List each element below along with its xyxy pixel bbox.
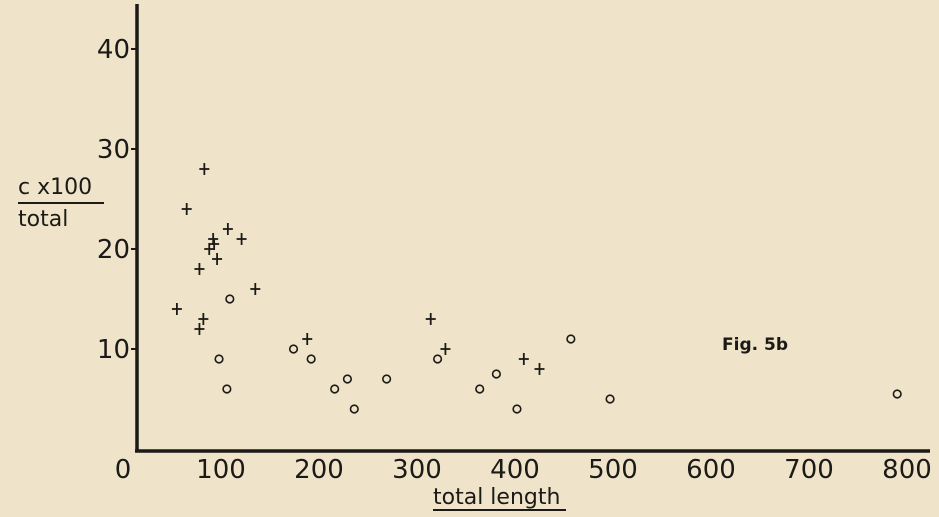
axes (135, 4, 930, 453)
circle-marker (306, 354, 316, 364)
x-tick-label: 700 (784, 455, 834, 485)
plus-marker (194, 263, 205, 275)
x-axis-title: total length (433, 485, 566, 511)
plus-marker (236, 233, 247, 245)
circle-marker (288, 344, 299, 354)
y-tick-label: 20 (97, 235, 130, 265)
x-tick-labels: 0 100 200 300 400 500 600 700 800 (115, 455, 932, 485)
plus-marker (198, 313, 209, 325)
y-axis-title-denominator: total (18, 207, 68, 232)
plus-marker (534, 363, 545, 375)
x-axis-title-text: total length (433, 485, 560, 510)
x-tick-label: 100 (196, 455, 246, 485)
plus-marker (518, 353, 529, 365)
y-tick-label: 40 (97, 35, 130, 65)
plus-marker (425, 313, 436, 325)
circle-marker (432, 354, 443, 364)
x-tick-label: 400 (490, 455, 540, 485)
plus-marker (440, 343, 451, 355)
x-tick-label: 300 (392, 455, 442, 485)
plus-marker (204, 243, 215, 255)
circle-marker (566, 334, 576, 344)
plus-marker (181, 203, 192, 215)
circle-marker (605, 394, 615, 404)
x-tick-label: 500 (588, 455, 638, 485)
circle-marker (382, 374, 392, 384)
plus-marker (212, 253, 223, 265)
circle-marker (491, 369, 501, 379)
circle-marker (342, 374, 353, 384)
y-tick-label: 10 (97, 335, 130, 365)
figure-annotation: Fig. 5b (722, 335, 788, 355)
x-tick-label: 200 (294, 455, 344, 485)
y-tick-label: 30 (97, 135, 130, 165)
x-tick-label: 800 (882, 455, 932, 485)
x-tick-label: 0 (115, 455, 132, 485)
y-axis-title-numerator: c x100 (18, 175, 92, 200)
circle-marker (214, 354, 224, 364)
y-tick-labels: 10 20 30 40 (97, 35, 138, 365)
plus-marker (302, 333, 313, 345)
plus-marker (194, 323, 205, 335)
circle-marker (892, 389, 902, 399)
circle-marker (475, 384, 485, 394)
circle-marker (222, 384, 232, 394)
plus-marker (250, 283, 261, 295)
circle-marker (349, 404, 359, 414)
circle-marker (225, 294, 235, 304)
plus-marker (199, 163, 210, 175)
data-points (171, 163, 902, 414)
circle-marker (330, 384, 340, 394)
y-axis-title: c x100 total (18, 175, 104, 232)
circle-marker (512, 404, 522, 414)
plus-marker (208, 233, 219, 245)
plus-marker (222, 223, 233, 235)
plus-marker (209, 238, 220, 250)
x-tick-label: 600 (686, 455, 736, 485)
plus-marker (171, 303, 182, 315)
